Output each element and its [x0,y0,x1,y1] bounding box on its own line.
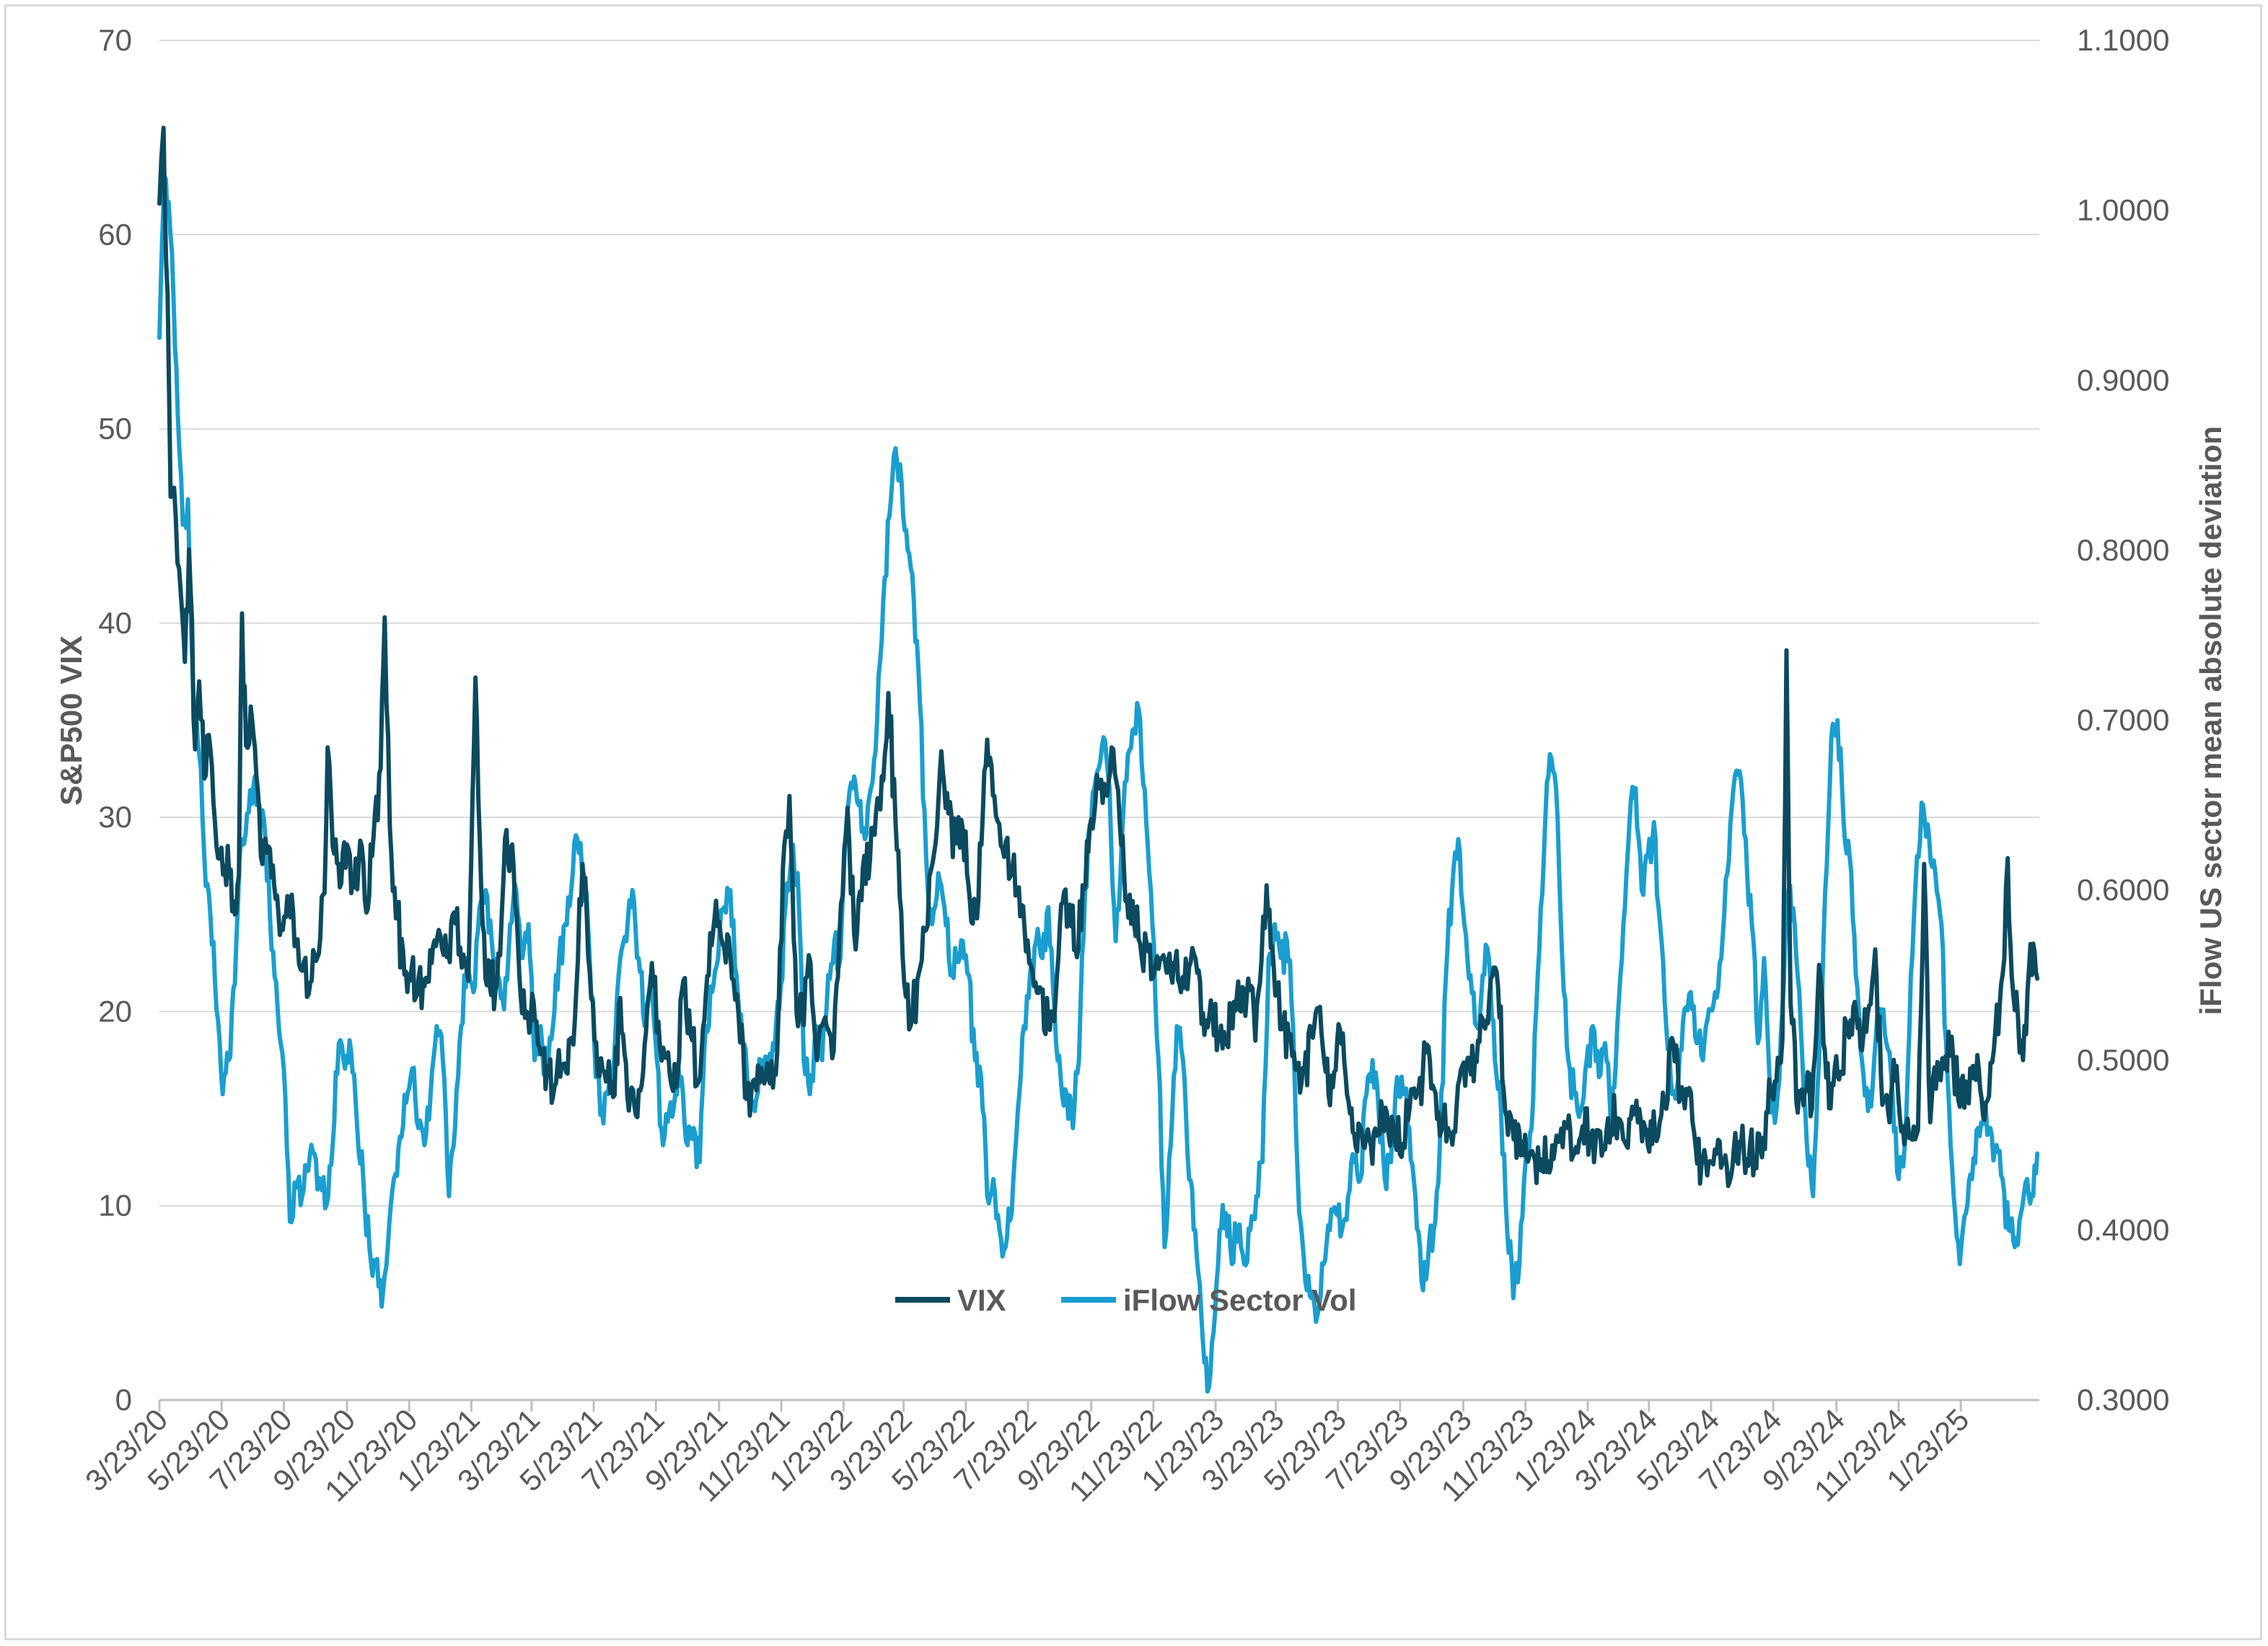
y-right-tick-label: 0.7000 [2077,703,2169,737]
y-left-tick-label: 20 [98,994,132,1028]
legend-label-vix: VIX [957,1283,1006,1317]
y-axis-left-title: S&P500 VIX [54,635,88,806]
y-left-tick-label: 70 [98,23,132,57]
x-axis: 3/23/205/23/207/23/209/23/2011/23/201/23… [79,1399,2039,1508]
y-axis-right-title: iFlow US sector mean absolute deviation [2194,426,2228,1016]
y-left-tick-label: 30 [98,800,132,834]
series-line-vix [157,126,2040,1189]
y-right-tick-label: 0.3000 [2077,1383,2169,1417]
y-right-tick-label: 0.4000 [2077,1213,2169,1246]
y-left-tick-label: 50 [98,412,132,446]
y-left-tick-label: 10 [98,1189,132,1223]
y-left-tick-label: 40 [98,606,132,640]
chart-svg: 0 10 20 30 40 50 60 70 0.3000 0.4000 0.5000 0.6000… [54,23,2228,1508]
chart-frame: 0 10 20 30 40 50 60 70 0.3000 0.4000 0.5000 0.6000… [4,4,2262,1640]
y-left-tick-label: 60 [98,217,132,251]
legend-label-iflow: iFlow Sector Vol [1123,1283,1357,1317]
series-lines [157,126,2040,1394]
legend: VIX iFlow Sector Vol [895,1283,1357,1317]
y-right-tick-label: 1.1000 [2077,23,2169,57]
y-axis-right-ticks: 0.3000 0.4000 0.5000 0.6000 0.7000 0.8000 0.90… [2077,23,2169,1417]
y-right-tick-label: 1.0000 [2077,193,2169,227]
y-left-tick-label: 0 [115,1383,132,1417]
y-right-tick-label: 0.5000 [2077,1043,2169,1077]
y-right-tick-label: 0.9000 [2077,363,2169,397]
y-axis-left-ticks: 0 10 20 30 40 50 60 70 [98,23,132,1417]
series-line-iflow-sector-vol [157,174,2040,1394]
y-right-tick-label: 0.6000 [2077,873,2169,907]
y-right-tick-label: 0.8000 [2077,533,2169,567]
